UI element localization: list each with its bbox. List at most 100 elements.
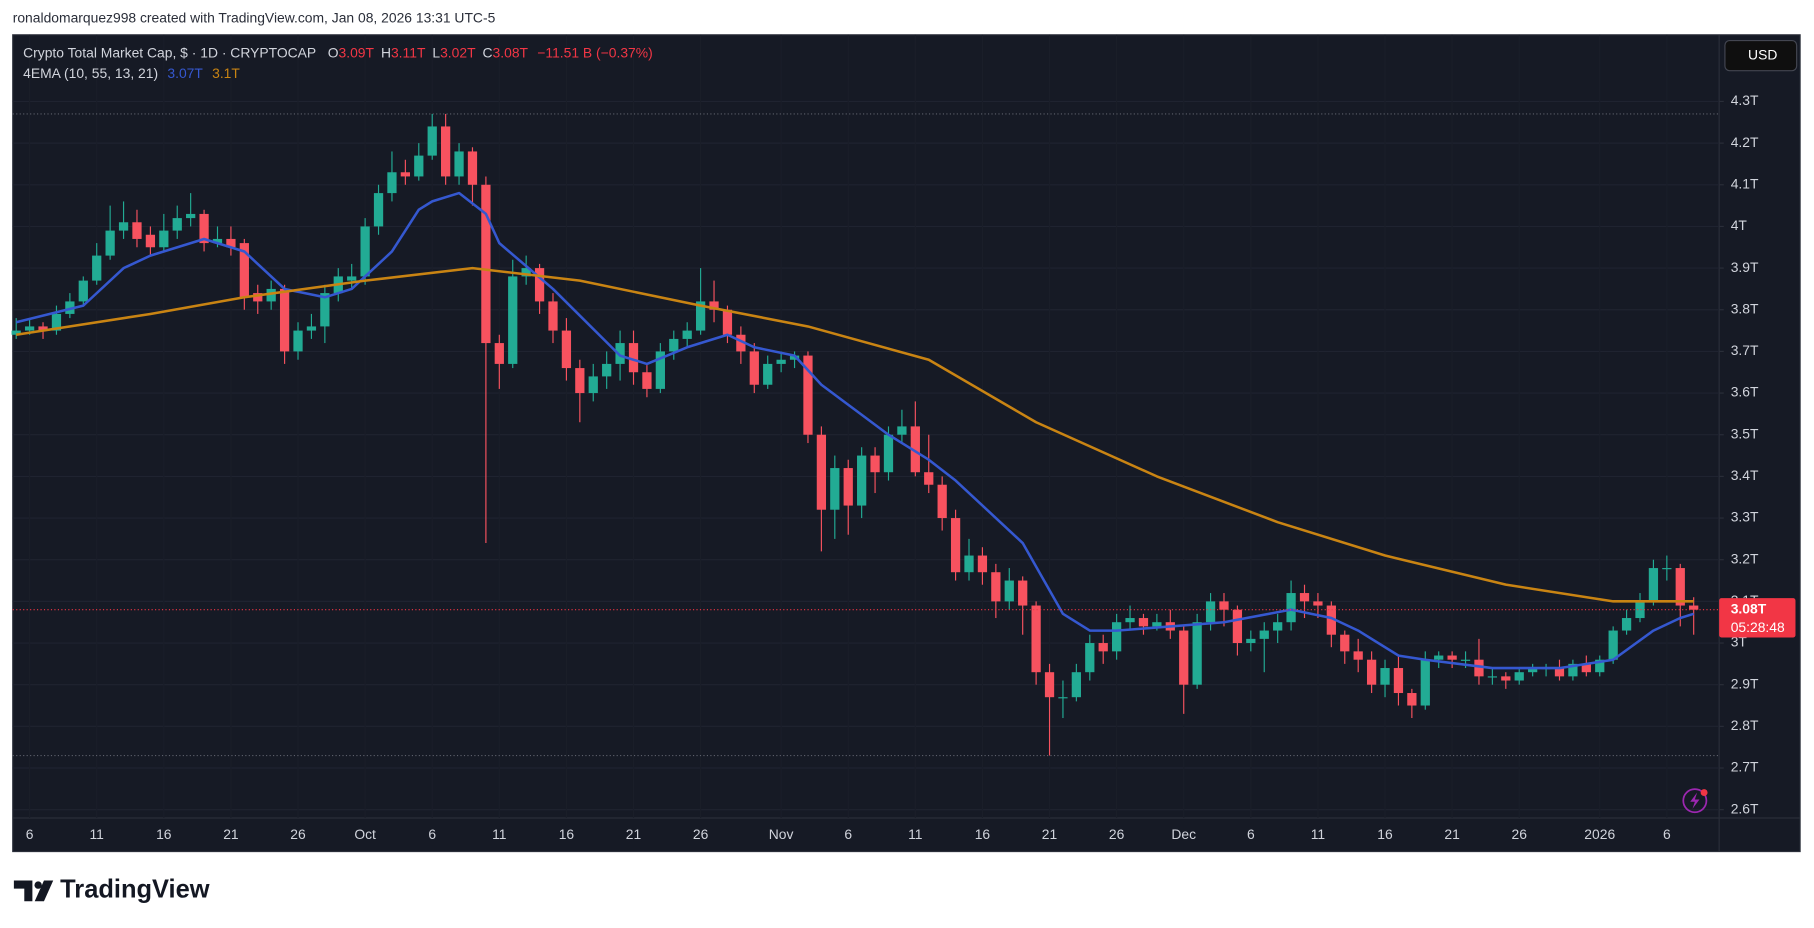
y-tick-label: 3.8T <box>1731 300 1759 316</box>
candle-body <box>803 355 813 435</box>
candle-body <box>1340 634 1350 652</box>
x-tick-label: Oct <box>354 826 376 842</box>
alert-circle <box>1682 788 1708 814</box>
candle-body <box>1366 659 1377 685</box>
x-tick-label: 11 <box>908 826 923 842</box>
candle-body <box>1528 668 1538 673</box>
candle-body <box>11 330 21 335</box>
attribution: ronaldomarquez998 created with TradingVi… <box>13 9 496 25</box>
candle-body <box>1353 651 1363 660</box>
chart-title: Crypto Total Market Cap, $ · 1D · CRYPTO… <box>23 44 316 60</box>
candle-body <box>1219 601 1229 610</box>
candle-body <box>38 326 48 331</box>
candle-body <box>159 230 169 248</box>
ohlc-key: C <box>483 44 493 60</box>
candle-body <box>991 572 1001 602</box>
candle-body <box>682 330 692 339</box>
candle-body <box>749 351 759 385</box>
alert-icon[interactable] <box>1682 788 1708 814</box>
x-tick-label: 21 <box>1042 826 1058 842</box>
ohlc-value: 3.02T <box>440 44 476 60</box>
y-tick-label: 3.5T <box>1731 425 1759 441</box>
candle-body <box>924 472 934 485</box>
candle-body <box>763 363 773 385</box>
change-label: −11.51 B (−0.37%) <box>537 44 652 60</box>
candle-body <box>239 243 249 298</box>
candle-body <box>789 355 800 360</box>
candle-body <box>1246 638 1256 644</box>
ohlc-value: 3.08T <box>493 44 529 60</box>
indicator-value: 3.07T <box>167 65 203 81</box>
candle-body <box>628 343 639 373</box>
candle-body <box>1568 663 1578 677</box>
y-tick-label: 2.6T <box>1731 800 1759 816</box>
x-tick-label: 21 <box>223 826 239 842</box>
candle-body <box>1299 593 1310 602</box>
candle-body <box>347 276 357 281</box>
candle-body <box>669 338 679 352</box>
candle-body <box>51 313 62 331</box>
x-tick-label: 21 <box>1444 826 1460 842</box>
candle-body <box>709 301 719 310</box>
candle-body <box>830 468 840 510</box>
candle-body <box>414 155 424 177</box>
x-tick-label: 16 <box>1377 826 1393 842</box>
candle-body <box>494 343 504 364</box>
candle-body <box>736 334 746 352</box>
candle-body <box>857 455 867 506</box>
candle-body <box>655 351 665 389</box>
candle-body <box>1273 622 1283 631</box>
candle-body <box>602 363 612 377</box>
x-tick-label: 11 <box>90 826 105 842</box>
candle-body <box>1501 676 1511 681</box>
x-tick-label: 21 <box>626 826 642 842</box>
candle-body <box>977 555 988 573</box>
y-tick-label: 4.3T <box>1731 92 1759 108</box>
candle-body <box>1393 668 1404 694</box>
y-tick-label: 3.3T <box>1731 509 1759 525</box>
logo-icon <box>13 880 54 902</box>
ohlc-key: L <box>432 44 440 60</box>
x-tick-label: Dec <box>1171 826 1196 842</box>
candle-body <box>172 218 182 231</box>
candle-body <box>1179 630 1189 685</box>
y-tick-label: 2.7T <box>1731 759 1759 775</box>
x-tick-label: 6 <box>1247 826 1255 842</box>
candle-body <box>1232 609 1243 644</box>
candle-body <box>1286 593 1296 623</box>
candle-body <box>1554 668 1565 677</box>
candle-body <box>1675 568 1685 606</box>
candle-body <box>118 222 129 231</box>
logo-text: TradingView <box>60 876 210 904</box>
candle-body <box>1031 605 1041 673</box>
candle-body <box>722 309 733 335</box>
candle-body <box>186 213 196 219</box>
ema-line <box>15 191 1695 670</box>
currency-button[interactable] <box>1724 40 1798 72</box>
x-tick-label: 2026 <box>1584 826 1615 842</box>
candle-body <box>92 255 102 281</box>
candle-body <box>1192 622 1202 685</box>
candle-body <box>561 330 572 369</box>
candle-body <box>427 126 437 156</box>
x-tick-label: 16 <box>559 826 575 842</box>
x-tick-label: 11 <box>1311 826 1326 842</box>
candle-body <box>1326 605 1336 635</box>
candle-body <box>1487 676 1498 678</box>
x-tick-label: 6 <box>428 826 436 842</box>
candle-body <box>266 288 276 302</box>
x-tick-label: 16 <box>156 826 172 842</box>
x-tick-label: 26 <box>290 826 306 842</box>
candle-body <box>481 184 491 344</box>
candle-body <box>1621 618 1632 631</box>
candle-body <box>1018 580 1028 606</box>
candle-body <box>467 151 478 185</box>
candle-body <box>1420 659 1430 706</box>
candle-body <box>1125 618 1135 623</box>
indicator-value: 3.1T <box>212 65 240 81</box>
candle-body <box>454 151 464 177</box>
candle-body <box>534 268 545 302</box>
y-tick-label: 2.9T <box>1731 675 1759 691</box>
legend-main: Crypto Total Market Cap, $ · 1D · CRYPTO… <box>23 44 653 60</box>
x-tick-label: 6 <box>844 826 852 842</box>
